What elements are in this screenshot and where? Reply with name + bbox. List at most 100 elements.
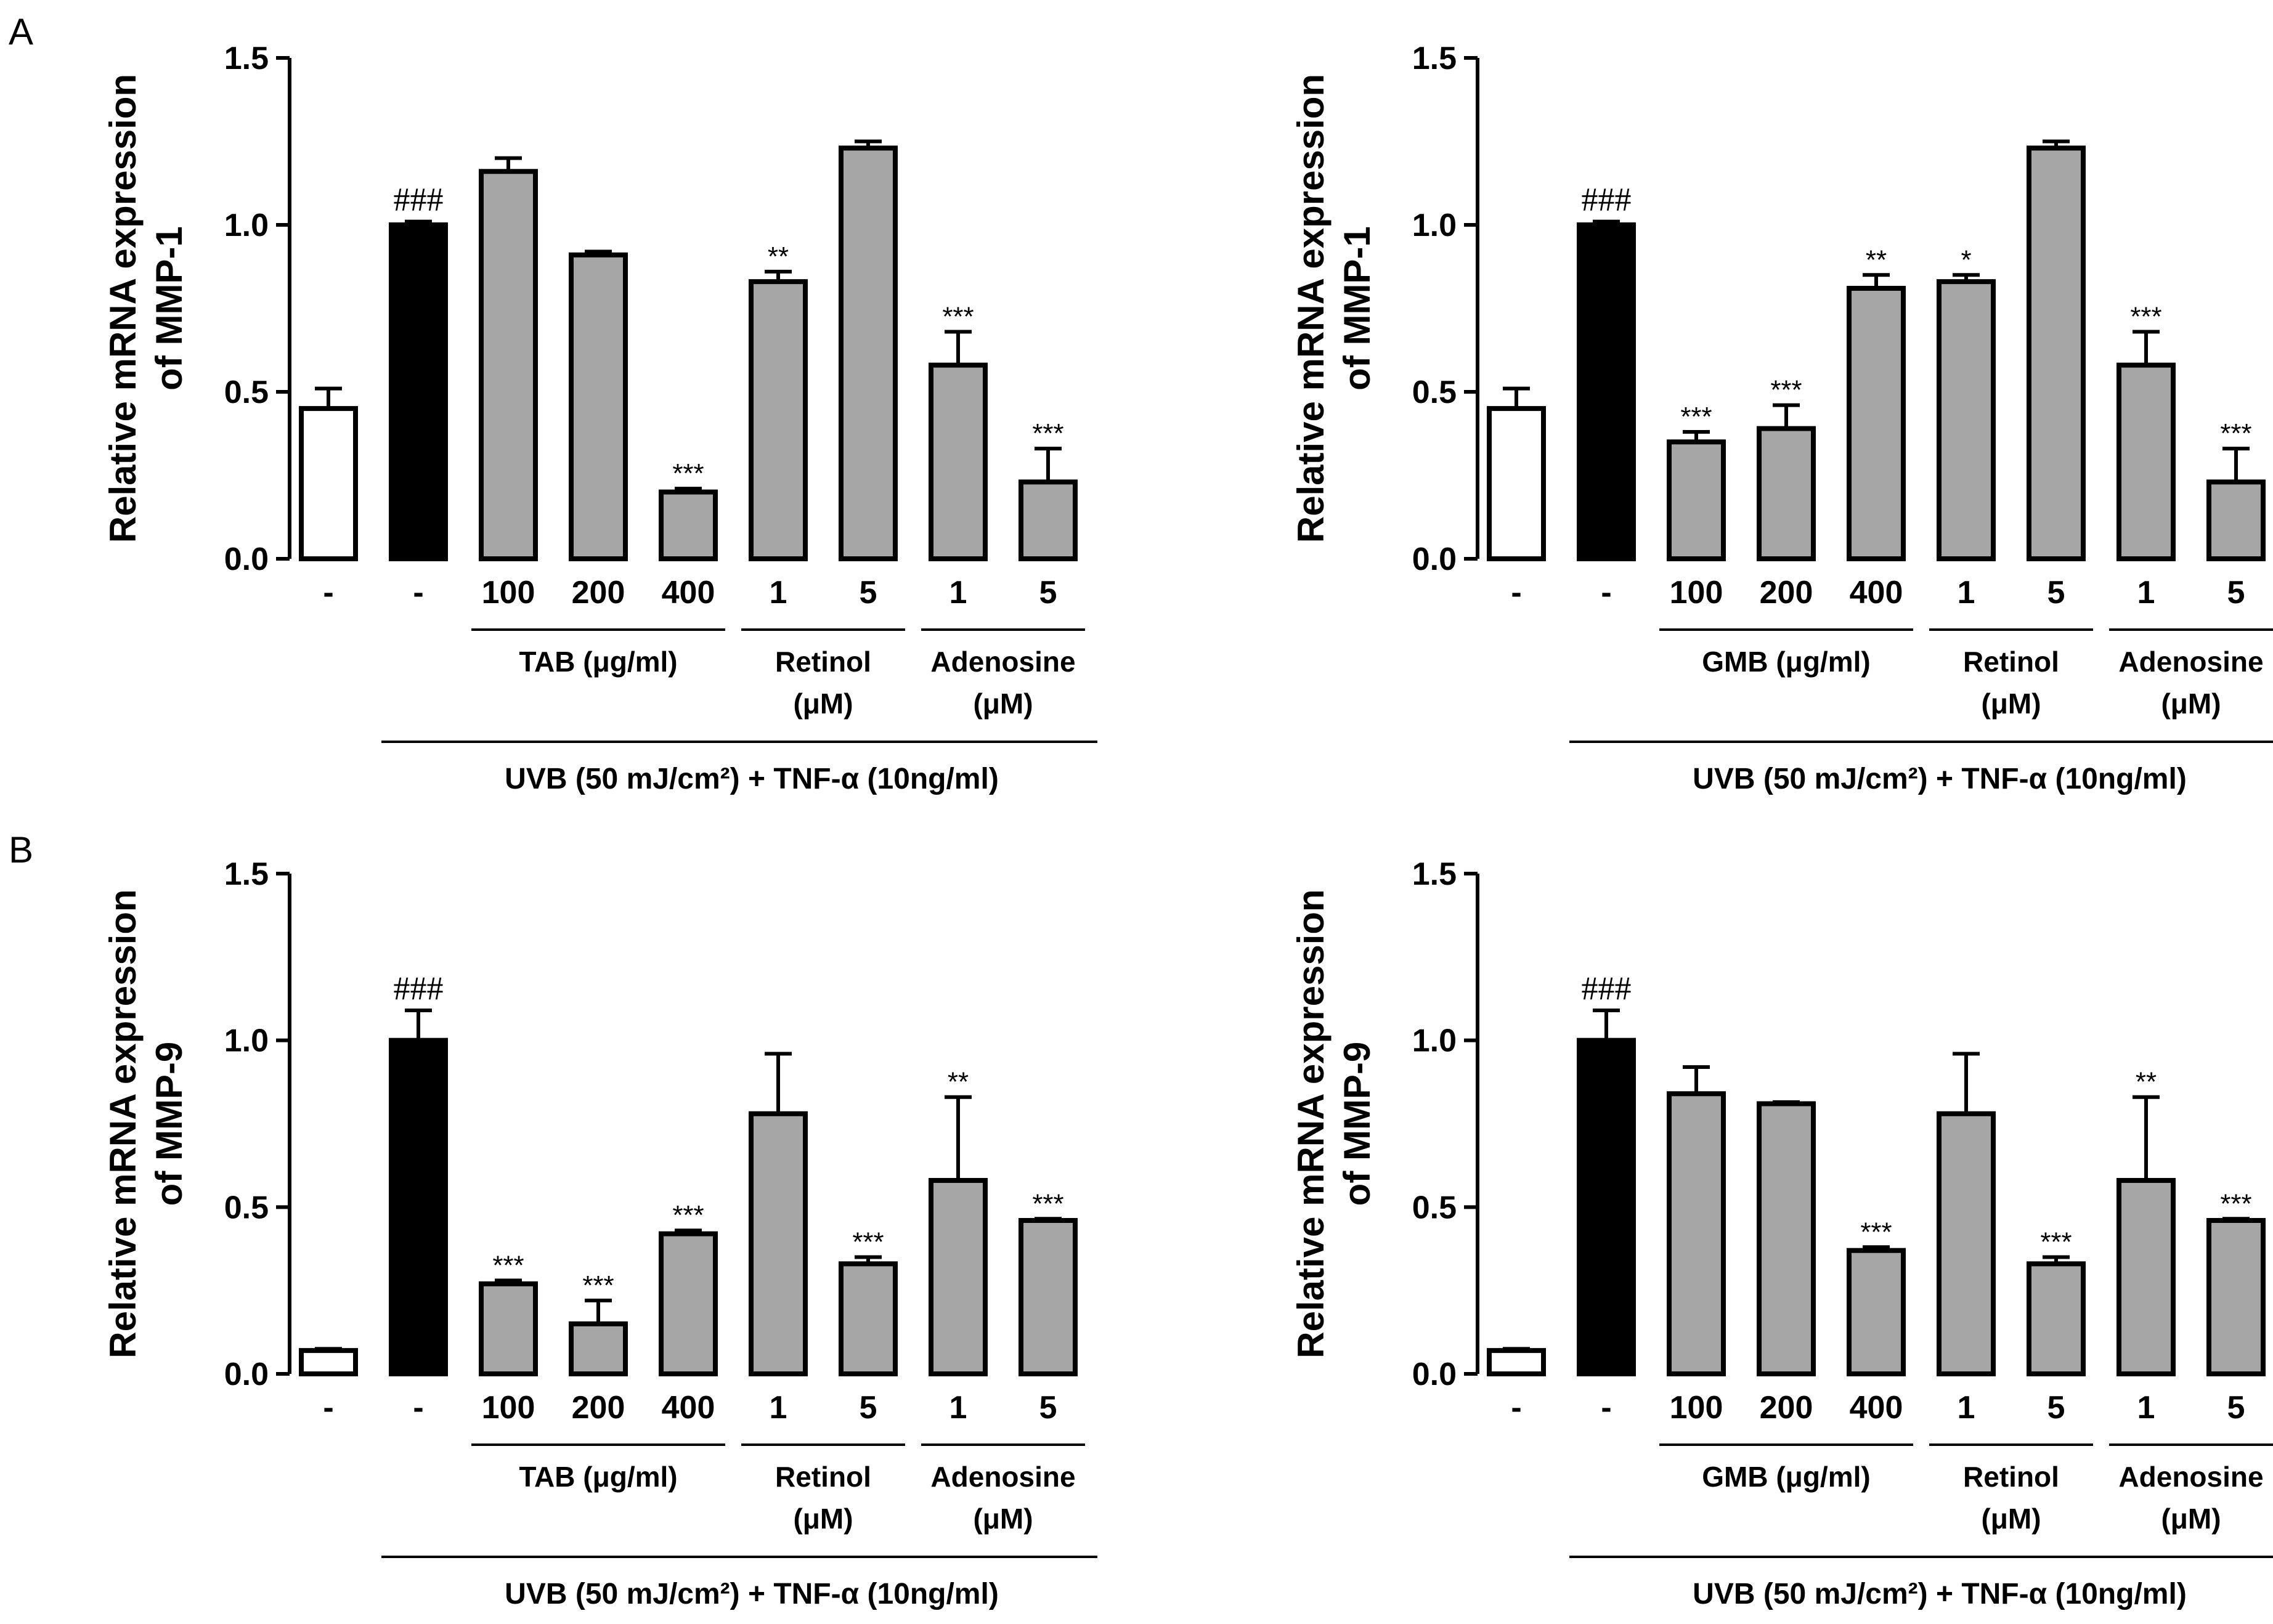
category-label: 100	[1670, 1390, 1723, 1426]
bar	[1487, 1348, 1546, 1377]
bar	[1577, 1037, 1636, 1376]
category-label: 5	[2047, 1390, 2065, 1426]
bar	[1577, 222, 1636, 561]
y-axis-label: of MMP-1	[148, 226, 190, 391]
group-label: Adenosine	[2118, 646, 2263, 678]
bar	[389, 1037, 448, 1376]
bar	[2027, 145, 2086, 561]
bar	[839, 1261, 898, 1377]
group-label: Retinol	[775, 1461, 871, 1493]
significance-label: ***	[2220, 1188, 2251, 1219]
chart-mmp1-gmb: 0.0 0.5 1.0 1.5 Relative mRNA expression of M…	[1290, 41, 2273, 795]
category-label: -	[413, 1390, 423, 1426]
y-tick-label: 0.0	[224, 1357, 269, 1392]
bar	[2206, 479, 2266, 562]
y-axis-label: Relative mRNA expression	[102, 74, 144, 543]
group-label: GMB (μg/ml)	[1702, 1461, 1870, 1493]
category-label: 200	[572, 1390, 625, 1426]
category-label: -	[323, 575, 333, 611]
significance-label: ###	[394, 970, 444, 1007]
category-label: -	[1511, 1390, 1521, 1426]
significance-label: ***	[1770, 375, 1802, 405]
y-tick-label: 1.0	[224, 208, 269, 243]
group-label: (μM)	[793, 688, 853, 720]
category-label: 1	[949, 575, 967, 611]
group-label: Retinol	[1963, 646, 2059, 678]
bar	[389, 222, 448, 561]
significance-label: ###	[394, 181, 444, 218]
y-axis-label: Relative mRNA expression	[102, 889, 144, 1358]
bar	[2116, 1178, 2176, 1376]
category-label: 5	[1039, 1390, 1057, 1426]
significance-label: ***	[1680, 402, 1712, 432]
bar	[659, 1231, 718, 1377]
category-label: 5	[1039, 575, 1057, 611]
y-tick-label: 1.5	[224, 856, 269, 892]
significance-label: **	[948, 1067, 969, 1097]
category-label: 400	[1850, 1390, 1903, 1426]
condition-label: UVB (50 mJ/cm²) + TNF-α (10ng/ml)	[1693, 763, 2187, 795]
bar	[1487, 406, 1546, 561]
bar	[479, 1281, 538, 1377]
bar	[1757, 426, 1816, 561]
group-label: GMB (μg/ml)	[1702, 646, 1870, 678]
bar	[1667, 439, 1726, 561]
significance-label: **	[1866, 245, 1887, 275]
panel-letter-a: A	[9, 11, 33, 52]
bar	[479, 169, 538, 561]
group-label: (μM)	[973, 1503, 1033, 1535]
bar	[569, 252, 628, 561]
category-label: 200	[1760, 1390, 1813, 1426]
category-label: -	[413, 575, 423, 611]
bar	[299, 406, 358, 561]
category-label: 1	[2137, 1390, 2155, 1426]
significance-label: ***	[942, 301, 974, 331]
category-label: 1	[2137, 575, 2155, 611]
category-label: 5	[860, 575, 877, 611]
y-tick-label: 1.5	[224, 41, 269, 76]
y-axis-label: Relative mRNA expression	[1290, 74, 1332, 543]
bar	[299, 1348, 358, 1377]
significance-label: ***	[852, 1227, 884, 1257]
bar	[569, 1321, 628, 1377]
group-label: Adenosine	[2118, 1461, 2263, 1493]
category-label: 200	[572, 575, 625, 611]
category-label: 1	[770, 1390, 787, 1426]
bar	[659, 489, 718, 561]
y-axis-label: of MMP-1	[1336, 226, 1378, 391]
group-label: (μM)	[973, 688, 1033, 720]
group-label: TAB (μg/ml)	[519, 1461, 677, 1493]
significance-label: ***	[672, 1200, 704, 1230]
significance-label: ***	[1032, 1188, 1063, 1219]
significance-label: **	[768, 242, 789, 272]
significance-label: ***	[2220, 418, 2251, 449]
category-label: 5	[2227, 1390, 2245, 1426]
group-label: Adenosine	[930, 1461, 1075, 1493]
bar	[1019, 1217, 1078, 1377]
y-tick-label: 0.5	[1412, 375, 1457, 410]
significance-label: ***	[1032, 418, 1063, 449]
category-label: -	[1511, 575, 1521, 611]
significance-label: ###	[1582, 970, 1632, 1007]
y-tick-label: 1.5	[1412, 856, 1457, 892]
significance-label: ***	[672, 458, 704, 489]
bar	[929, 1178, 988, 1376]
significance-label: ***	[582, 1270, 614, 1301]
significance-label: ###	[1582, 181, 1632, 218]
condition-label: UVB (50 mJ/cm²) + TNF-α (10ng/ml)	[1693, 1578, 2187, 1610]
category-label: 200	[1760, 575, 1813, 611]
category-label: 100	[482, 575, 535, 611]
category-label: 1	[1958, 575, 1975, 611]
category-label: 5	[2227, 575, 2245, 611]
category-label: 1	[1958, 1390, 1975, 1426]
y-tick-label: 0.0	[1412, 542, 1457, 577]
y-tick-label: 0.0	[1412, 1357, 1457, 1392]
bar	[1667, 1091, 1726, 1377]
category-label: 5	[2047, 575, 2065, 611]
chart-mmp1-tab: 0.0 0.5 1.0 1.5 Relative mRNA expression of M…	[102, 41, 1097, 795]
y-tick-label: 1.5	[1412, 41, 1457, 76]
y-axis-label: of MMP-9	[148, 1042, 190, 1206]
category-label: 400	[662, 575, 715, 611]
group-label: TAB (μg/ml)	[519, 646, 677, 678]
